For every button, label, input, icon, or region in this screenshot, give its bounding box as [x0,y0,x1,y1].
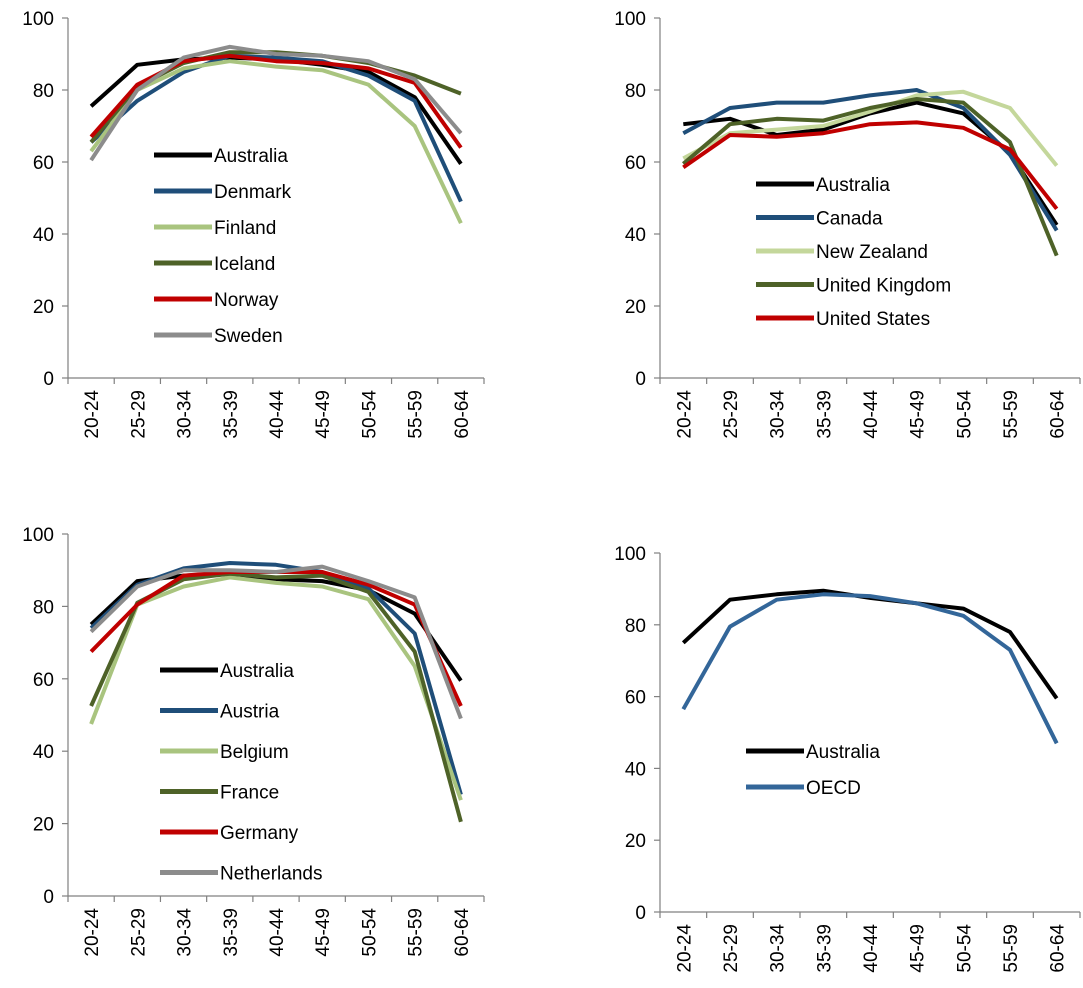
x-tick-label: 45-49 [908,924,929,973]
x-tick-label: 50-54 [359,390,380,439]
series-line-united-kingdom [682,97,1059,257]
legend-label-australia: Australia [806,742,880,763]
legend-label-iceland: Iceland [214,254,275,275]
legend-label-united-kingdom: United Kingdom [816,276,951,297]
x-tick-label: 60-64 [452,908,473,957]
y-tick-label: 20 [33,297,54,318]
legend-label-australia: Australia [816,175,890,196]
x-tick-label: 60-64 [1048,390,1069,439]
series-line-canada [682,88,1059,232]
y-tick-label: 100 [22,9,54,30]
series-line-netherlands [89,564,463,720]
series-line-australia [683,100,1059,227]
x-tick-label: 60-64 [452,390,473,439]
legend-label-united-states: United States [816,309,930,330]
legend-label-austria: Austria [220,702,280,723]
x-tick-label: 55-59 [406,390,427,439]
y-tick-label: 20 [625,297,646,318]
x-tick-label: 55-59 [1001,390,1022,439]
legend-label-norway: Norway [214,290,279,311]
x-tick-label: 35-39 [221,390,242,439]
legend-label-australia: Australia [214,146,288,167]
x-tick-label: 55-59 [406,908,427,957]
series-line-belgium [89,575,463,801]
y-tick-label: 100 [22,525,54,546]
x-tick-label: 40-44 [267,908,288,957]
y-tick-label: 0 [43,887,54,908]
x-tick-label: 50-54 [359,908,380,957]
x-tick-label: 30-34 [768,390,789,439]
y-tick-label: 0 [635,903,646,924]
y-tick-label: 80 [625,81,646,102]
x-tick-label: 25-29 [721,390,742,439]
series-line-denmark [89,53,463,203]
x-tick-label: 40-44 [861,924,882,973]
legend-label-belgium: Belgium [220,742,289,763]
legend-label-france: France [220,783,279,804]
chart-panel-2: 0 20 40 60 80 100 20-24 25-29 30-34 35-39 40-44 45-… [614,9,1081,439]
x-tick-label: 25-29 [128,908,149,957]
y-tick-label: 0 [43,369,54,390]
x-tick-label: 55-59 [1001,924,1022,973]
x-tick-label: 35-39 [221,908,242,957]
x-tick-label: 25-29 [128,390,149,439]
x-tick-label: 35-39 [814,924,835,973]
x-tick-label: 50-54 [954,924,975,973]
y-tick-label: 40 [33,225,54,246]
y-tick-label: 40 [625,225,646,246]
y-tick-label: 100 [614,544,646,565]
y-tick-label: 60 [625,153,646,174]
x-tick-label: 45-49 [313,908,334,957]
y-tick-label: 80 [33,81,54,102]
y-tick-label: 60 [33,670,54,691]
y-tick-label: 20 [625,831,646,852]
legend-label-germany: Germany [220,823,299,844]
legend-label-denmark: Denmark [214,182,292,203]
y-tick-label: 0 [635,369,646,390]
chart-panel-3: 0 20 40 60 80 100 20-24 25-29 30-34 35-39 40-44 45-… [22,525,485,957]
x-tick-label: 35-39 [814,390,835,439]
x-tick-label: 30-34 [175,390,196,439]
y-tick-label: 60 [33,153,54,174]
x-tick-label: 20-24 [674,390,695,439]
y-tick-label: 100 [614,9,646,30]
x-tick-label: 25-29 [721,924,742,973]
legend-label-oecd: OECD [806,778,861,799]
x-tick-label: 20-24 [82,390,103,439]
series-line-new-zealand [682,89,1059,167]
x-tick-label: 40-44 [861,390,882,439]
legend-label-sweden: Sweden [214,326,283,347]
series-line-finland [89,59,463,225]
legend-label-canada: Canada [816,209,883,230]
y-tick-label: 60 [625,688,646,709]
y-tick-label: 80 [625,616,646,637]
y-tick-label: 80 [33,597,54,618]
series-line-united-states [682,120,1059,211]
legend-label-australia: Australia [220,661,294,682]
chart-panel-4: 0 20 40 60 80 100 20-24 25-29 30-34 35-39 40-44 45-… [614,544,1081,973]
x-tick-label: 45-49 [313,390,334,439]
x-tick-label: 20-24 [674,924,695,973]
x-tick-label: 50-54 [954,390,975,439]
series-line-oecd [681,592,1059,745]
y-tick-label: 40 [33,742,54,763]
y-tick-label: 20 [33,815,54,836]
x-tick-label: 60-64 [1048,924,1069,973]
series-line-norway [89,53,463,149]
x-tick-label: 30-34 [768,924,789,973]
legend-label-netherlands: Netherlands [220,864,322,885]
legend-label-finland: Finland [214,218,276,239]
legend-label-new-zealand: New Zealand [816,242,928,263]
chart-panel-1: 0 20 40 60 80 100 20-24 25-29 30-34 35-39 40-44 45-… [22,9,485,439]
x-tick-label: 40-44 [267,390,288,439]
y-tick-label: 40 [625,759,646,780]
x-tick-label: 45-49 [908,390,929,439]
x-tick-label: 20-24 [82,908,103,957]
x-tick-label: 30-34 [175,908,196,957]
series-line-sweden [89,44,463,162]
